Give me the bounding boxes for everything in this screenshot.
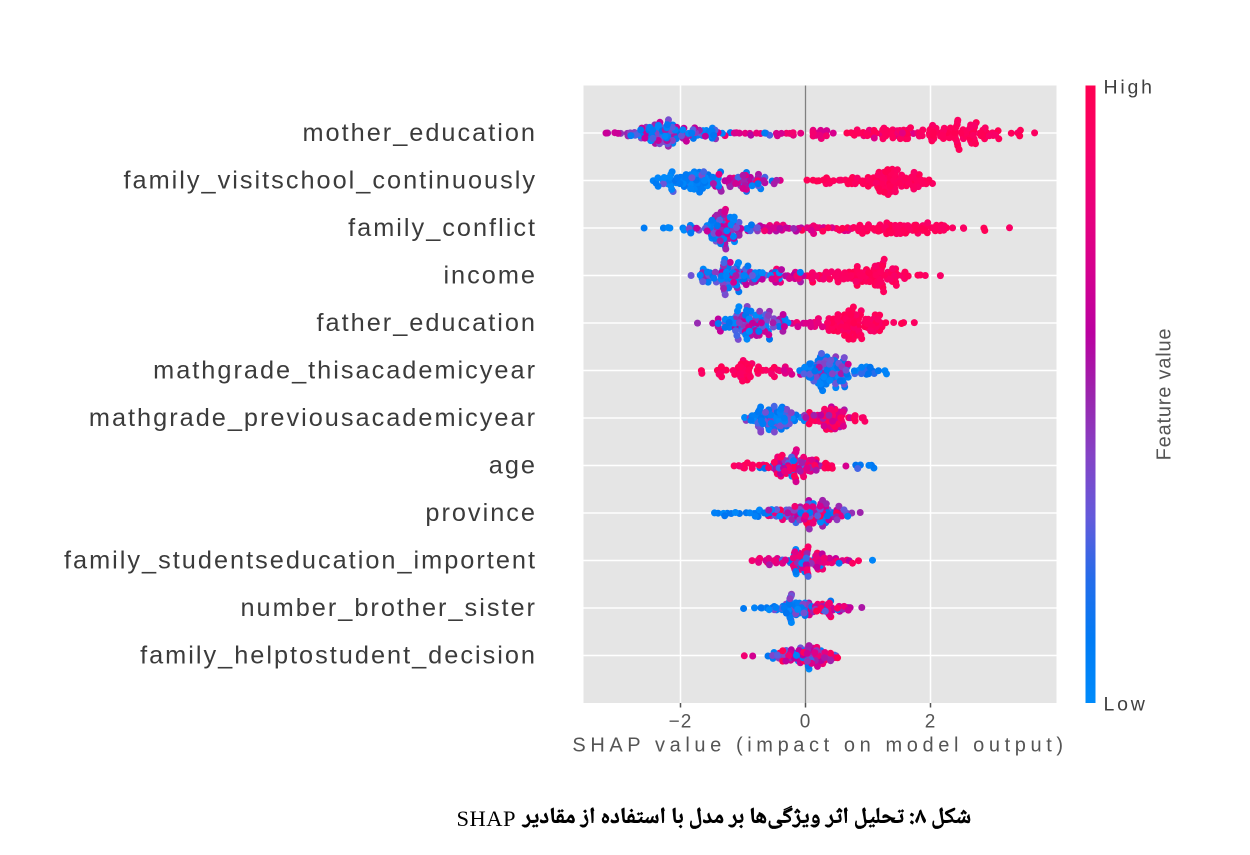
svg-text:SHAP value (impact on model ou: SHAP value (impact on model output) (572, 735, 1067, 757)
svg-text:0: 0 (800, 712, 812, 733)
svg-text:father_education: father_education (317, 309, 537, 337)
svg-text:family_helptostudent_decision: family_helptostudent_decision (140, 642, 537, 670)
svg-text:2: 2 (925, 712, 937, 733)
svg-text:age: age (489, 452, 537, 480)
svg-text:province: province (425, 499, 537, 527)
svg-text:number_brother_sister: number_brother_sister (240, 594, 537, 622)
svg-text:mathgrade_thisacademicyear: mathgrade_thisacademicyear (153, 357, 537, 385)
svg-text:family_conflict: family_conflict (348, 214, 537, 242)
svg-text:Low: Low (1104, 694, 1148, 716)
svg-text:mother_education: mother_education (302, 119, 537, 147)
svg-text:−2: −2 (669, 712, 693, 733)
svg-text:SHAP: SHAP (456, 806, 516, 831)
svg-text:family_visitschool_continuousl: family_visitschool_continuously (123, 167, 537, 195)
svg-text:family_studentseducation_impor: family_studentseducation_importent (64, 547, 537, 575)
svg-text:High: High (1104, 77, 1155, 99)
svg-text:Feature value: Feature value (1154, 328, 1176, 461)
svg-text:income: income (443, 262, 537, 290)
svg-text:mathgrade_previousacademicyear: mathgrade_previousacademicyear (89, 404, 537, 432)
